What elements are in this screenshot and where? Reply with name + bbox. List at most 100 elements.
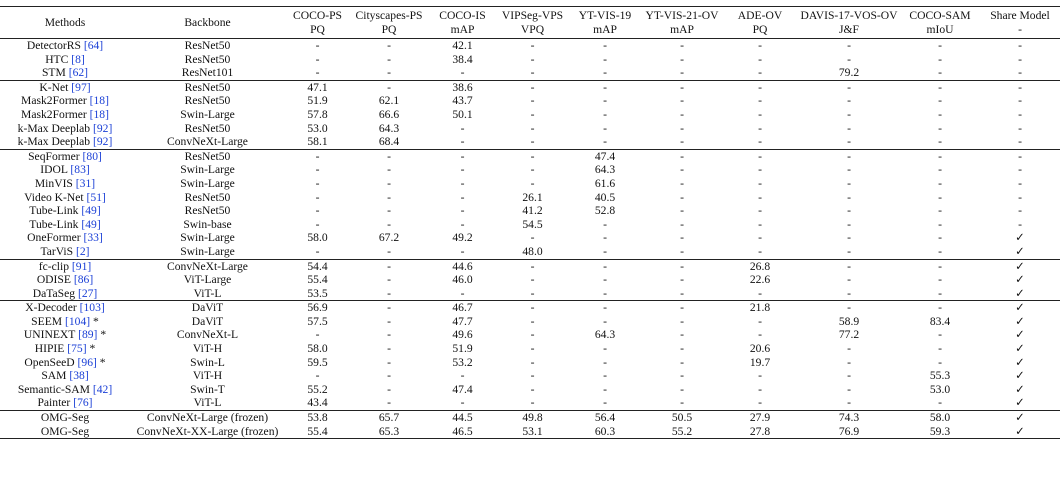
value-cell: 27.9 xyxy=(749,411,771,425)
value-cell: - xyxy=(680,39,684,52)
method-cell: MinVIS [31] xyxy=(0,177,130,191)
value-cell: - xyxy=(847,80,851,94)
column-header: VIPSeg-VPS VPQ xyxy=(497,7,568,39)
value-cell: 52.8 xyxy=(594,204,616,218)
value-cell: - xyxy=(758,286,762,300)
value-cell: - xyxy=(1018,176,1022,190)
value-cell: - xyxy=(758,66,762,80)
value-cell: - xyxy=(758,94,762,108)
method-name: k-Max Deeplab xyxy=(17,135,91,149)
value-cell: - xyxy=(460,396,465,410)
value-cell: - xyxy=(530,107,535,121)
value-cell: - xyxy=(530,52,535,66)
value-cell: - xyxy=(530,273,535,287)
value-cell: - xyxy=(758,314,762,328)
value-cell: - xyxy=(938,176,942,190)
method-name: k-Max Deeplab xyxy=(17,121,91,135)
value-cell: 65.7 xyxy=(378,411,400,425)
value-cell: - xyxy=(315,66,320,80)
header-line: mIoU xyxy=(926,23,954,36)
value-cell: - xyxy=(530,176,535,190)
backbone-cell: ConvNeXt-XX-Large (frozen) xyxy=(136,424,279,438)
method-name: UNINEXT xyxy=(23,328,76,342)
value-cell: - xyxy=(387,396,391,410)
value-cell: 60.3 xyxy=(594,424,616,438)
backbone-cell: ConvNeXt-L xyxy=(176,328,239,342)
table-row: HTC [8] ResNet50 - - 38.4 - - - - - - - xyxy=(0,53,1060,67)
value-cell: - xyxy=(387,301,391,315)
value-cell: - xyxy=(387,355,391,369)
citation: [75] xyxy=(67,342,87,356)
header-line: VPQ xyxy=(520,23,545,36)
citation: [80] xyxy=(82,149,102,163)
value-cell: - xyxy=(758,396,762,410)
value-cell: ✓ xyxy=(1015,286,1025,300)
method-name: OMG-Seg xyxy=(40,411,90,425)
method-name: IDOL xyxy=(40,163,68,177)
value-cell: - xyxy=(387,273,391,287)
value-cell: - xyxy=(680,163,684,177)
value-cell: 58.0 xyxy=(929,411,951,425)
value-cell: - xyxy=(387,66,391,80)
value-cell: - xyxy=(680,231,684,245)
value-cell: - xyxy=(1018,204,1022,218)
value-cell: - xyxy=(938,204,942,218)
value-cell: ✓ xyxy=(1015,369,1025,383)
header-line: J&F xyxy=(839,23,859,36)
citation: [92] xyxy=(93,121,113,135)
value-cell: - xyxy=(530,80,535,94)
value-cell: - xyxy=(315,163,320,177)
value-cell: 83.4 xyxy=(929,314,951,328)
value-cell: 47.4 xyxy=(594,149,616,163)
value-cell: - xyxy=(387,217,391,231)
value-cell: - xyxy=(938,94,942,108)
value-cell: - xyxy=(315,52,320,66)
citation: [49] xyxy=(81,217,101,231)
header-line: PQ xyxy=(310,23,325,36)
value-cell: 49.2 xyxy=(452,231,473,245)
value-cell: 42.1 xyxy=(452,39,473,52)
value-cell: 43.4 xyxy=(307,396,328,410)
column-header: ADE-OV PQ xyxy=(722,7,798,39)
value-cell: - xyxy=(603,52,607,66)
header-line: Share Model xyxy=(990,9,1050,22)
value-cell: - xyxy=(680,107,684,121)
value-cell: 77.2 xyxy=(838,328,860,342)
backbone-cell: ViT-L xyxy=(193,286,222,300)
value-cell: - xyxy=(603,355,607,369)
table-row: DaTaSeg [27] ViT-L 53.5 - - - - - - - - ✓ xyxy=(0,287,1060,301)
value-cell: - xyxy=(315,149,320,163)
method-name: SEEM xyxy=(31,314,63,328)
value-cell: - xyxy=(530,396,535,410)
method-cell: Video K-Net [51] xyxy=(0,191,130,205)
value-cell: 67.2 xyxy=(378,231,400,245)
value-cell: 51.9 xyxy=(307,94,328,108)
value-cell: - xyxy=(530,231,535,245)
method-name: K-Net xyxy=(39,80,69,94)
backbone-cell: ViT-H xyxy=(192,342,223,356)
backbone-cell: Swin-Large xyxy=(180,107,235,121)
value-cell: - xyxy=(847,301,851,315)
value-cell: - xyxy=(680,52,684,66)
method-cell: TarViS [2] xyxy=(0,245,130,259)
value-cell: 19.7 xyxy=(749,355,771,369)
method-name: X-Decoder xyxy=(25,301,77,315)
value-cell: - xyxy=(847,369,851,383)
value-cell: - xyxy=(847,149,851,163)
value-cell: - xyxy=(938,135,942,149)
method-name: Painter xyxy=(37,396,71,410)
value-cell: ✓ xyxy=(1015,259,1025,273)
value-cell: - xyxy=(938,52,942,66)
value-cell: - xyxy=(1018,190,1022,204)
backbone-cell: ViT-L xyxy=(193,396,222,410)
value-cell: 58.0 xyxy=(307,342,328,356)
value-cell: ✓ xyxy=(1015,411,1025,425)
value-cell: - xyxy=(530,163,535,177)
table-row: ODISE [86] ViT-Large 55.4 - 46.0 - - - 22.6 - - ✓ xyxy=(0,273,1060,287)
value-cell: 74.3 xyxy=(838,411,860,425)
method-cell: OpenSeeD [96] * xyxy=(0,356,130,370)
value-cell: - xyxy=(460,369,465,383)
citation: [2] xyxy=(76,244,90,258)
value-cell: 76.9 xyxy=(838,424,860,438)
value-cell: - xyxy=(758,176,762,190)
